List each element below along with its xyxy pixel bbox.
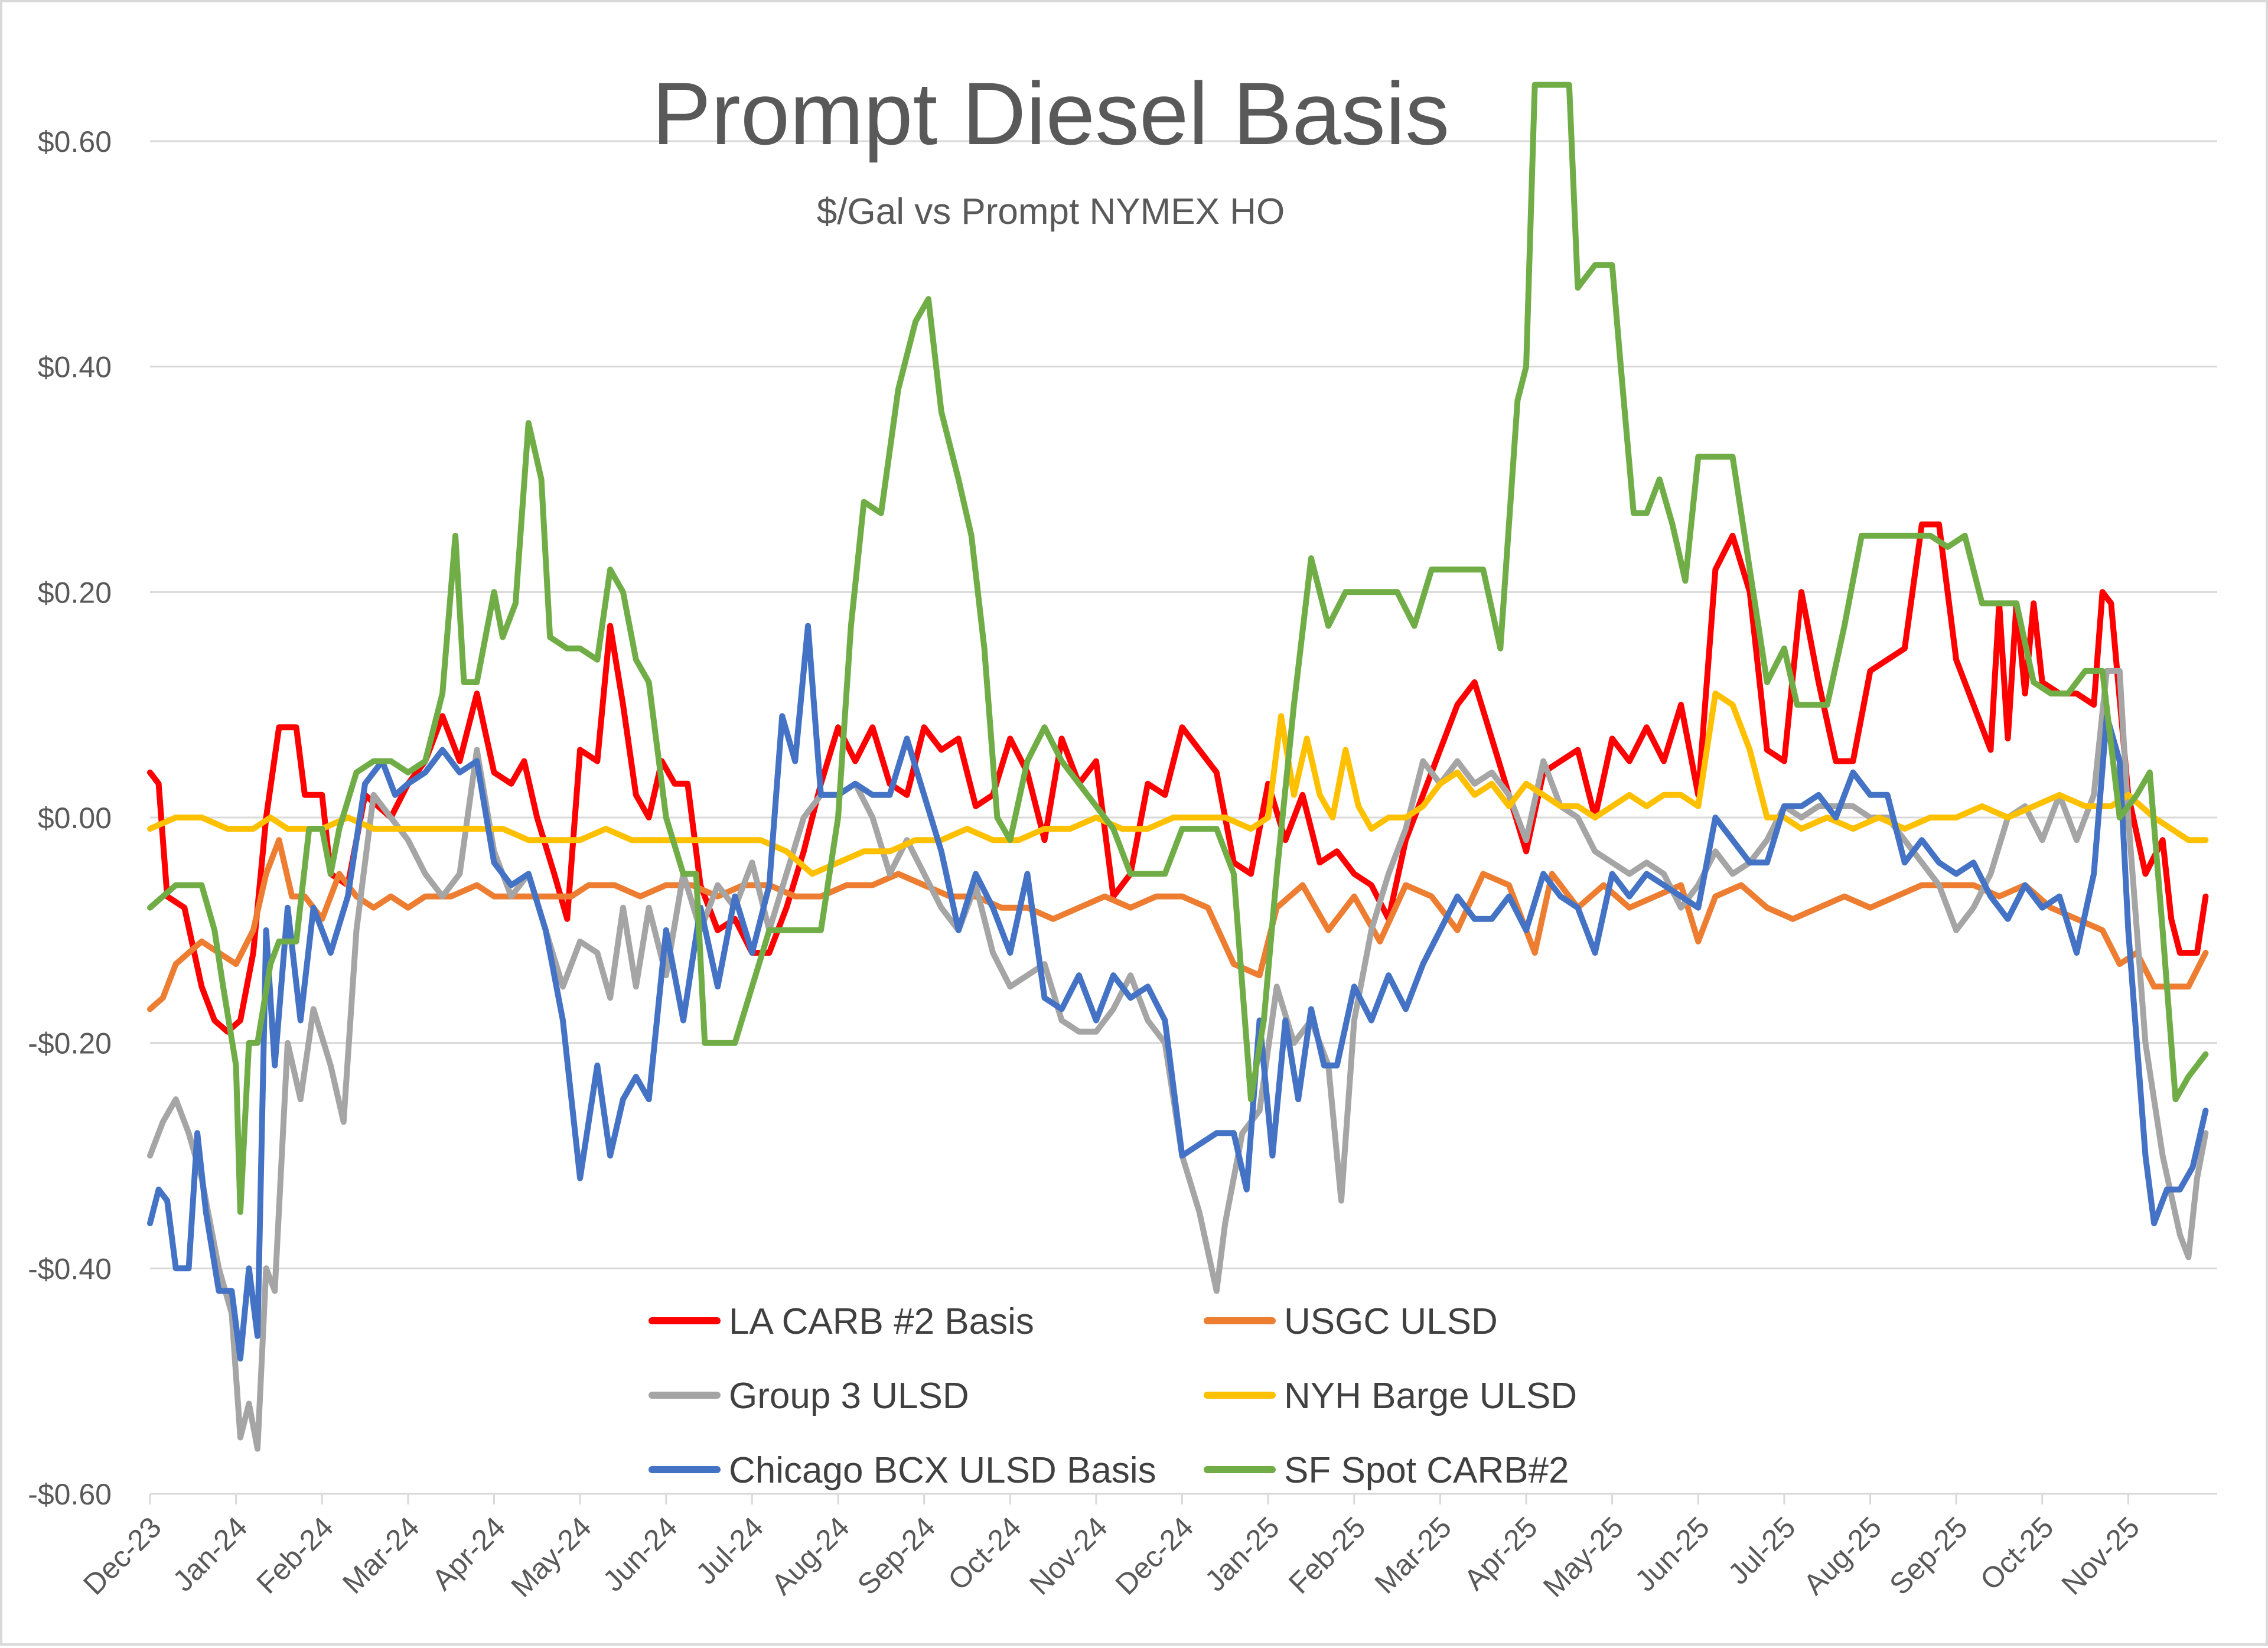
legend-label: LA CARB #2 Basis (729, 1301, 1034, 1342)
y-tick-label: -$0.20 (28, 1027, 112, 1060)
x-tick-label: Dec-23 (77, 1510, 168, 1601)
x-tick-label: May-25 (1537, 1510, 1630, 1603)
y-axis-labels: $0.60 $0.40 $0.20 $0.00 -$0.20 -$0.40 -$0.60 (28, 125, 112, 1511)
x-tick-label: Jun-24 (597, 1510, 684, 1598)
x-tick-label: May-24 (504, 1510, 597, 1603)
y-tick-label: $0.00 (38, 802, 112, 835)
series-line-4 (147, 623, 2209, 1362)
x-tick-label: Aug-25 (1797, 1510, 1888, 1601)
y-tick-label: $0.40 (38, 351, 112, 384)
x-tick-label: Jul-24 (689, 1510, 770, 1591)
y-tick-label: $0.20 (38, 576, 112, 609)
x-tick-label: Apr-25 (1458, 1510, 1544, 1597)
x-tick-label: Nov-25 (2055, 1510, 2146, 1601)
x-tick-label: Jul-25 (1722, 1510, 1802, 1591)
chart-title: Prompt Diesel Basis (652, 64, 1449, 163)
legend-label: Group 3 ULSD (729, 1376, 969, 1416)
series-line-3 (147, 691, 2209, 877)
x-tick-label: Feb-24 (250, 1510, 340, 1600)
series-line-0 (147, 521, 2209, 1035)
x-tick-label: Apr-24 (426, 1510, 512, 1597)
x-tick-label: Oct-25 (1974, 1510, 2060, 1597)
x-tick-label: Sep-24 (851, 1510, 942, 1601)
x-tick-label: Feb-25 (1282, 1510, 1372, 1600)
x-tick-label: Oct-24 (941, 1510, 1028, 1597)
x-tick-label: Jan-24 (167, 1510, 254, 1598)
legend: LA CARB #2 Basis USGC ULSD Group 3 ULSD NYH… (649, 1301, 1577, 1491)
series-line-5 (147, 82, 2209, 1215)
x-tick-label: Jun-25 (1628, 1510, 1716, 1598)
y-tick-label: -$0.60 (28, 1478, 112, 1511)
y-tick-label: $0.60 (38, 125, 112, 158)
series-line-2 (147, 667, 2209, 1452)
legend-label: USGC ULSD (1284, 1301, 1498, 1342)
legend-label: NYH Barge ULSD (1284, 1376, 1577, 1416)
x-tick-label: Sep-25 (1883, 1510, 1974, 1601)
x-tick-label: Mar-24 (336, 1510, 426, 1600)
legend-label: SF Spot CARB#2 (1284, 1450, 1569, 1491)
x-tick-label: Jan-25 (1198, 1510, 1286, 1598)
x-tick-label: Aug-24 (765, 1510, 856, 1601)
series-lines (147, 82, 2209, 1452)
chart-subtitle: $/Gal vs Prompt NYMEX HO (817, 191, 1285, 232)
legend-label: Chicago BCX ULSD Basis (729, 1450, 1156, 1491)
y-tick-label: -$0.40 (28, 1252, 112, 1285)
x-tick-label: Dec-24 (1109, 1510, 1200, 1601)
x-tick-label: Nov-24 (1023, 1510, 1114, 1601)
x-tick-label: Mar-25 (1368, 1510, 1458, 1600)
series-line-1 (147, 837, 2209, 1012)
